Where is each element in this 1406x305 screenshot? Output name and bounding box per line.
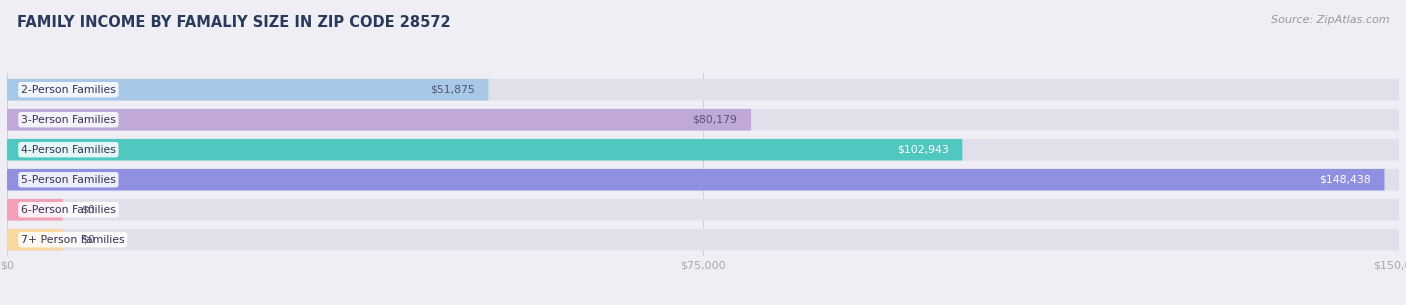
FancyBboxPatch shape (7, 229, 1399, 250)
Text: $80,179: $80,179 (692, 115, 737, 125)
FancyBboxPatch shape (7, 79, 1399, 101)
Text: 5-Person Families: 5-Person Families (21, 175, 115, 185)
FancyBboxPatch shape (7, 139, 1399, 160)
FancyBboxPatch shape (7, 229, 63, 250)
Text: 6-Person Families: 6-Person Families (21, 205, 115, 215)
FancyBboxPatch shape (7, 109, 1399, 131)
FancyBboxPatch shape (7, 199, 1399, 221)
Text: $0: $0 (82, 235, 96, 245)
Text: FAMILY INCOME BY FAMALIY SIZE IN ZIP CODE 28572: FAMILY INCOME BY FAMALIY SIZE IN ZIP COD… (17, 15, 450, 30)
Text: 7+ Person Families: 7+ Person Families (21, 235, 125, 245)
Text: 3-Person Families: 3-Person Families (21, 115, 115, 125)
Text: $51,875: $51,875 (430, 85, 474, 95)
Text: 4-Person Families: 4-Person Families (21, 145, 115, 155)
FancyBboxPatch shape (7, 169, 1385, 191)
FancyBboxPatch shape (7, 79, 488, 101)
Text: $0: $0 (82, 205, 96, 215)
FancyBboxPatch shape (7, 169, 1399, 191)
FancyBboxPatch shape (7, 199, 63, 221)
FancyBboxPatch shape (7, 139, 962, 160)
Text: Source: ZipAtlas.com: Source: ZipAtlas.com (1271, 15, 1389, 25)
Text: $102,943: $102,943 (897, 145, 949, 155)
FancyBboxPatch shape (7, 109, 751, 131)
Text: $148,438: $148,438 (1319, 175, 1371, 185)
Text: 2-Person Families: 2-Person Families (21, 85, 115, 95)
